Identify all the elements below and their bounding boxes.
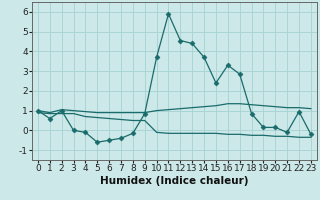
X-axis label: Humidex (Indice chaleur): Humidex (Indice chaleur) [100,176,249,186]
